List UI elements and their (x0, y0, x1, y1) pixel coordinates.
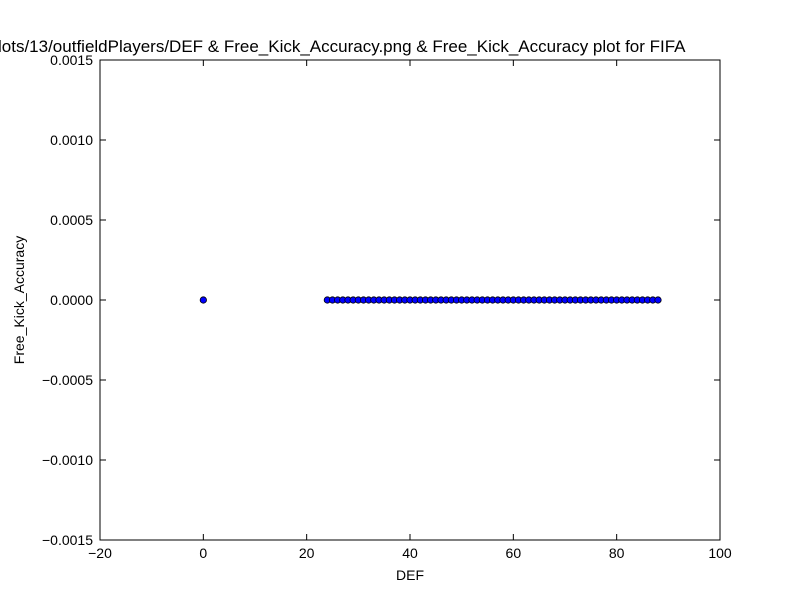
y-axis: −0.0015 −0.0010 −0.0005 0.0000 0.0005 0.0010 0… (42, 52, 720, 548)
data-point (199, 296, 207, 304)
data-point (654, 296, 662, 304)
y-tick-label: 0.0010 (50, 132, 93, 148)
x-tick-label: 40 (402, 545, 418, 561)
y-axis-label: Free_Kick_Accuracy (11, 236, 27, 364)
y-tick-label: 0.0000 (50, 292, 93, 308)
x-axis-label: DEF (396, 567, 424, 583)
chart-title: lots/13/outfieldPlayers/DEF & Free_Kick_… (0, 37, 686, 56)
x-tick-label: 60 (506, 545, 522, 561)
x-tick-label: 0 (199, 545, 207, 561)
x-tick-label: −20 (88, 545, 112, 561)
y-tick-label: −0.0005 (42, 372, 93, 388)
data-points (199, 296, 662, 304)
y-tick-label: 0.0005 (50, 212, 93, 228)
y-tick-label: 0.0015 (50, 52, 93, 68)
x-tick-label: 100 (708, 545, 732, 561)
x-axis: −20 0 20 40 60 80 100 (88, 60, 732, 561)
x-tick-label: 20 (299, 545, 315, 561)
y-tick-label: −0.0015 (42, 532, 93, 548)
y-tick-label: −0.0010 (42, 452, 93, 468)
x-tick-label: 80 (609, 545, 625, 561)
